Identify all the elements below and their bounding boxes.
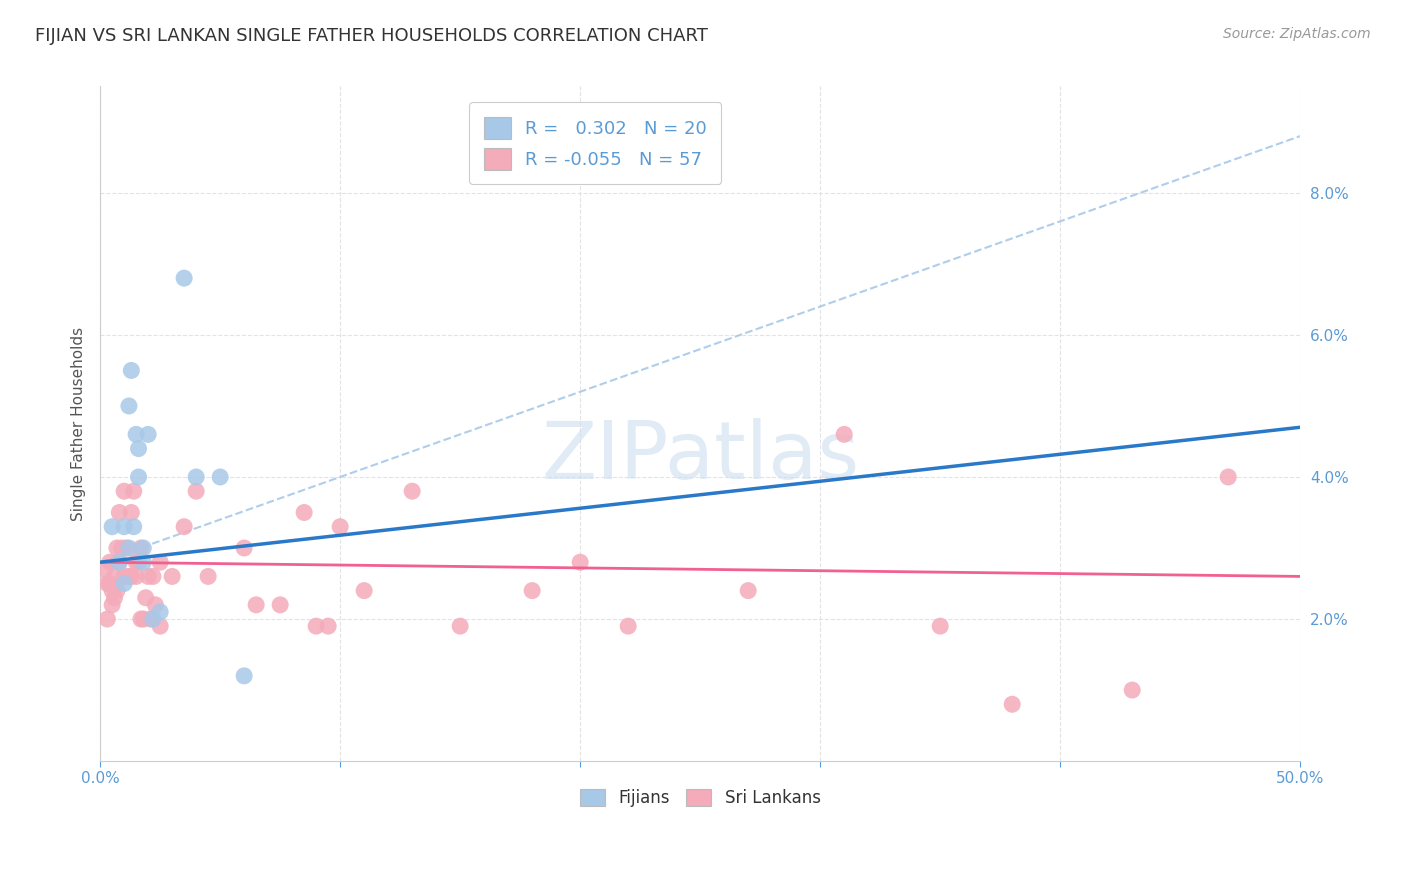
Point [233, 541, 256, 555]
Point [132, 612, 155, 626]
Point [98, 576, 121, 591]
Point [118, 541, 141, 555]
Point [149, 619, 172, 633]
Point [101, 583, 124, 598]
Point [132, 555, 155, 569]
Point [569, 555, 592, 569]
Point [118, 569, 141, 583]
Point [96, 576, 118, 591]
Point [135, 591, 157, 605]
Point [125, 569, 148, 583]
Legend: Fijians, Sri Lankans: Fijians, Sri Lankans [574, 782, 827, 814]
Point [115, 541, 138, 555]
Point [103, 569, 125, 583]
Point [305, 619, 328, 633]
Point [160, 569, 183, 583]
Point [197, 569, 219, 583]
Point [105, 541, 128, 555]
Point [245, 598, 267, 612]
Point [122, 484, 145, 499]
Point [233, 669, 256, 683]
Point [449, 619, 471, 633]
Point [149, 555, 172, 569]
Point [353, 583, 375, 598]
Point [112, 484, 135, 499]
Point [520, 583, 543, 598]
Point [103, 591, 125, 605]
Point [1001, 698, 1024, 712]
Point [125, 427, 148, 442]
Text: Source: ZipAtlas.com: Source: ZipAtlas.com [1223, 27, 1371, 41]
Point [120, 569, 142, 583]
Point [136, 427, 159, 442]
Point [101, 598, 124, 612]
Point [184, 484, 207, 499]
Point [98, 555, 121, 569]
Point [292, 506, 315, 520]
Point [112, 569, 135, 583]
Point [120, 506, 142, 520]
Point [122, 519, 145, 533]
Point [209, 470, 232, 484]
Point [128, 442, 150, 456]
Point [129, 541, 152, 555]
Point [1218, 470, 1240, 484]
Point [617, 619, 640, 633]
Point [96, 612, 118, 626]
Point [173, 271, 195, 285]
Text: ZIPatlas: ZIPatlas [541, 418, 859, 497]
Point [149, 605, 172, 619]
Point [94, 562, 117, 576]
Point [139, 612, 162, 626]
Point [832, 427, 855, 442]
Point [120, 363, 142, 377]
Point [105, 583, 128, 598]
Point [316, 619, 339, 633]
Point [108, 555, 131, 569]
Point [118, 399, 141, 413]
Point [184, 470, 207, 484]
Point [737, 583, 759, 598]
Point [128, 470, 150, 484]
Point [108, 506, 131, 520]
Point [129, 612, 152, 626]
Point [108, 555, 131, 569]
Point [329, 519, 352, 533]
Point [269, 598, 291, 612]
Point [401, 484, 423, 499]
Point [112, 519, 135, 533]
Point [142, 569, 165, 583]
Point [173, 519, 195, 533]
Point [111, 541, 134, 555]
Point [132, 541, 155, 555]
Y-axis label: Single Father Households: Single Father Households [72, 326, 86, 521]
Point [143, 598, 166, 612]
Point [125, 555, 148, 569]
Point [1121, 683, 1143, 698]
Point [929, 619, 952, 633]
Point [101, 519, 124, 533]
Point [136, 569, 159, 583]
Point [112, 576, 135, 591]
Text: FIJIAN VS SRI LANKAN SINGLE FATHER HOUSEHOLDS CORRELATION CHART: FIJIAN VS SRI LANKAN SINGLE FATHER HOUSE… [35, 27, 709, 45]
Point [142, 612, 165, 626]
Point [128, 555, 150, 569]
